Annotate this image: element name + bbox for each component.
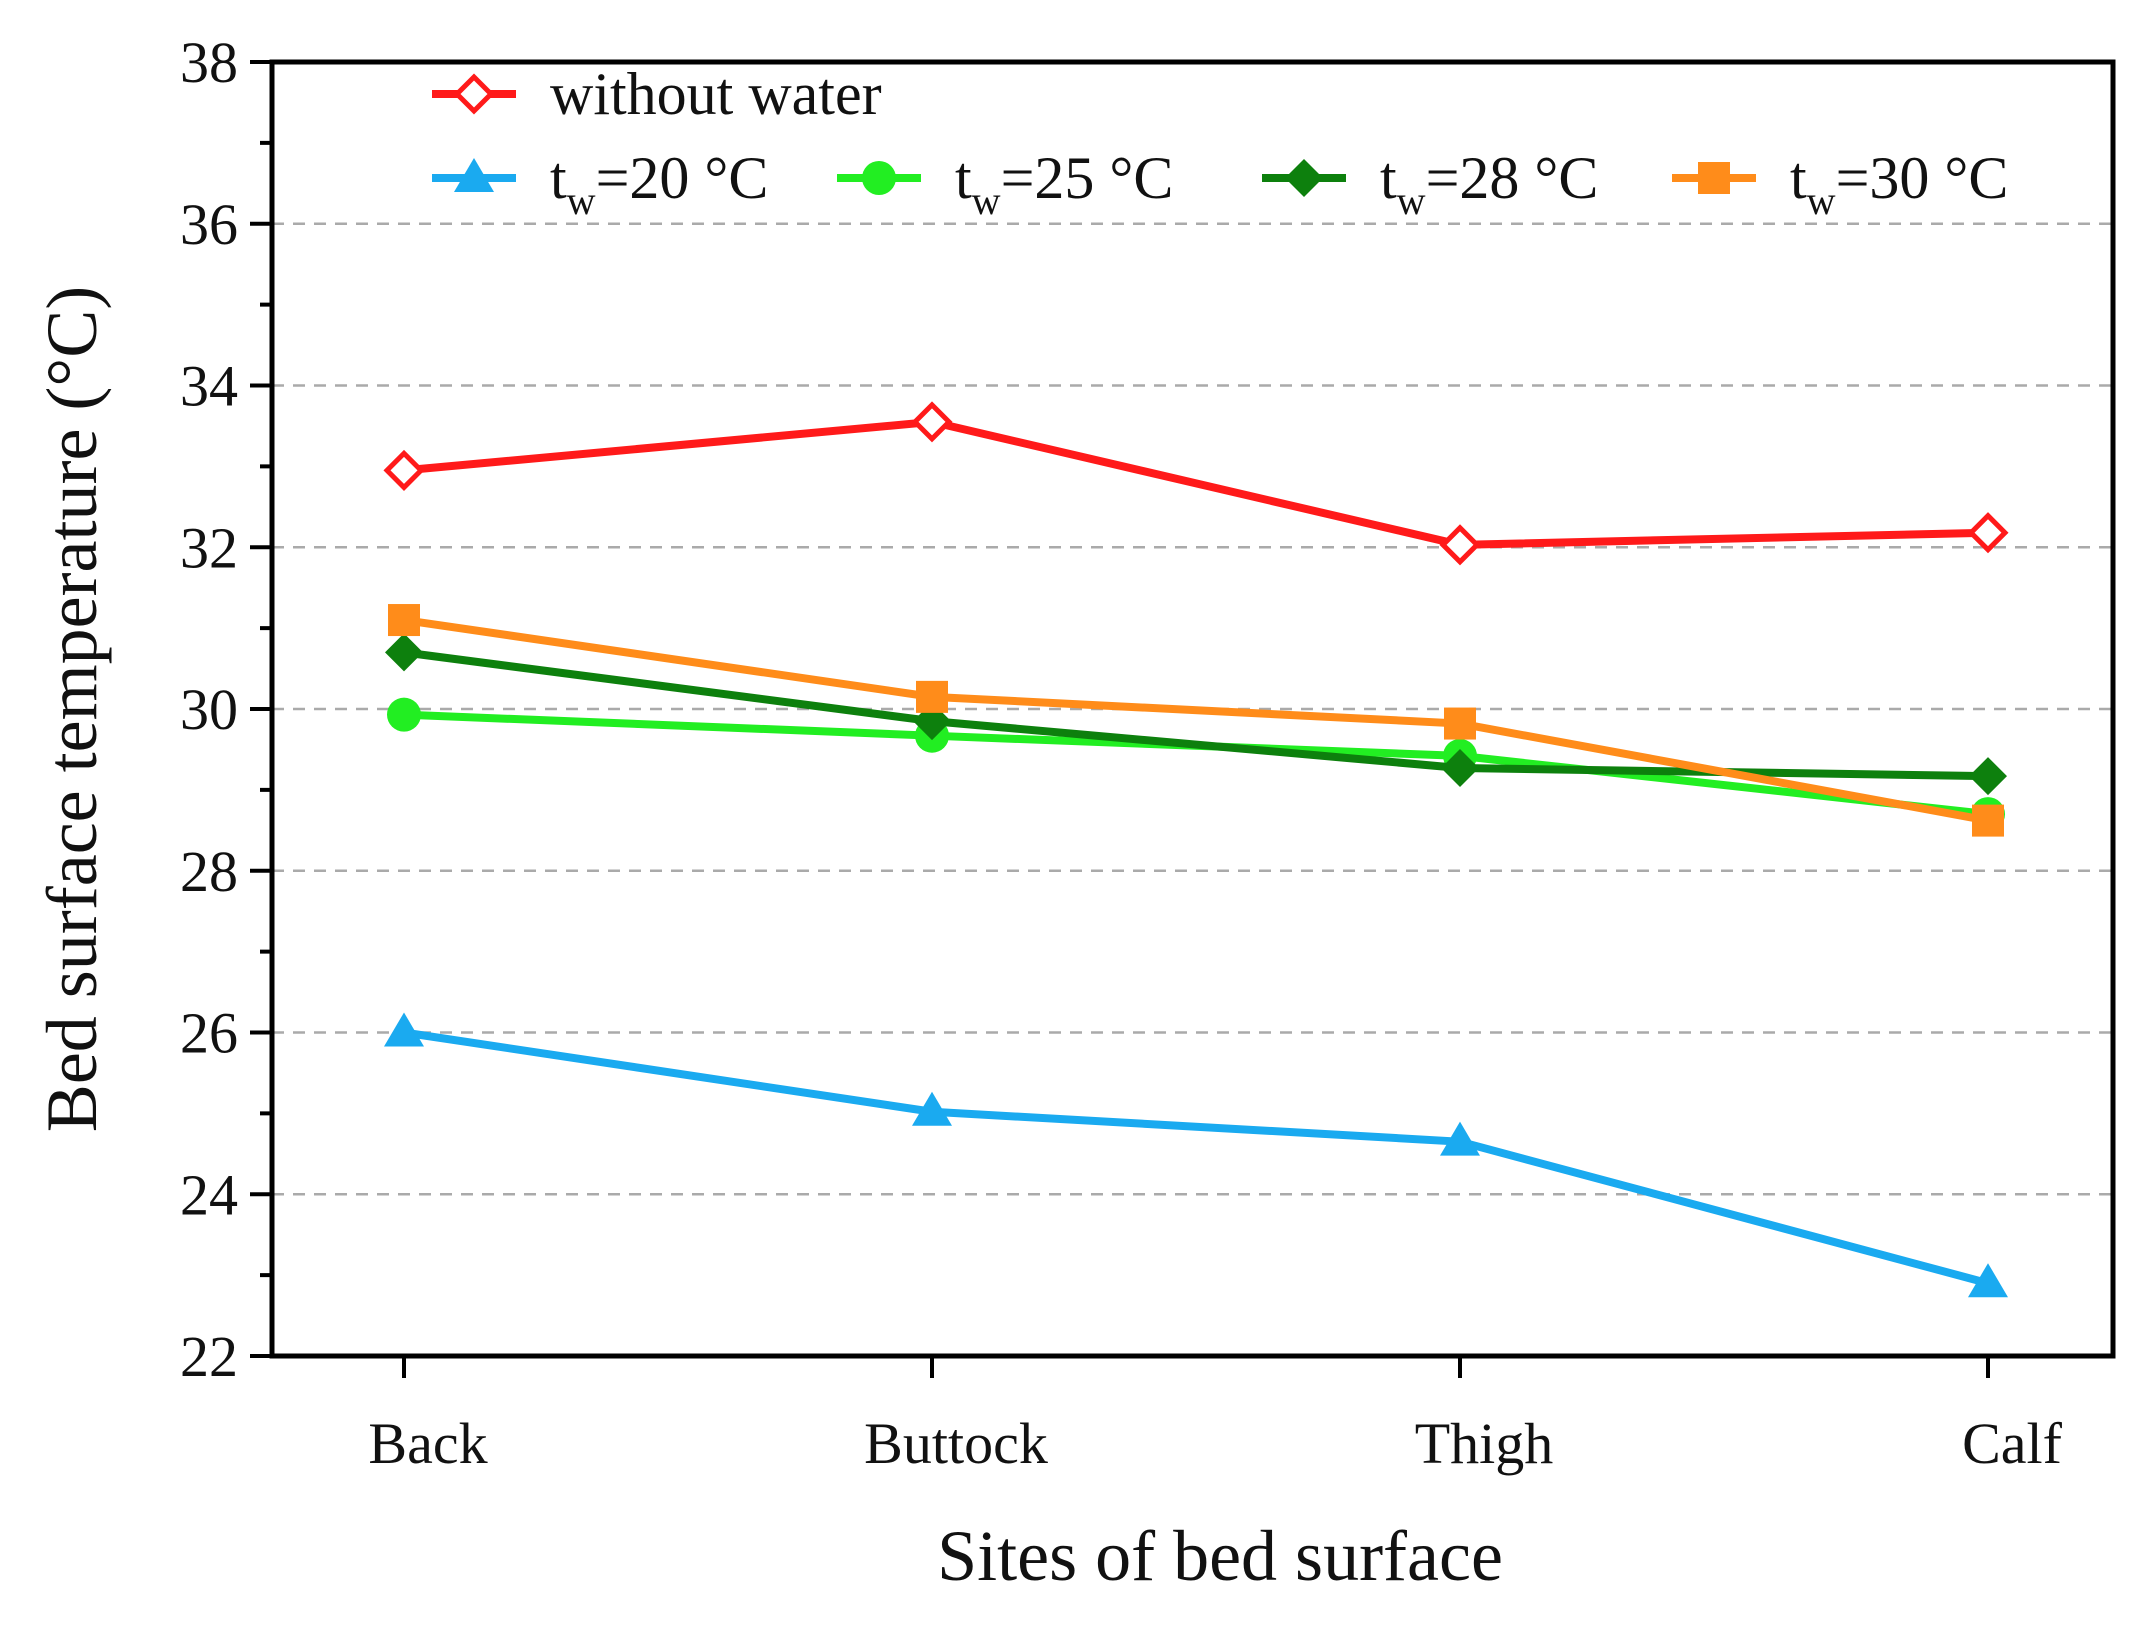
y-tick-label: 32 xyxy=(180,515,238,580)
data-point xyxy=(1440,1121,1480,1156)
series-layer xyxy=(383,401,2009,1298)
x-tick-label-calf: Calf xyxy=(1962,1411,2063,1476)
legend-label: tw=25 °C xyxy=(955,145,1173,223)
x-axis-title: Sites of bed surface xyxy=(937,1516,1503,1596)
legend-label-main: t xyxy=(1790,145,1807,211)
y-tick-label: 30 xyxy=(180,677,238,742)
legend-item-5: tw=30 °C xyxy=(1672,145,2008,223)
data-point xyxy=(1439,524,1481,566)
series-line xyxy=(403,1028,1990,1288)
x-tick-label-buttock: Buttock xyxy=(864,1411,1048,1476)
y-tick-label: 36 xyxy=(180,192,238,257)
legend-label-main: t xyxy=(955,145,972,211)
data-point xyxy=(1972,804,2004,837)
data-point xyxy=(1969,757,2007,796)
data-point xyxy=(387,697,421,732)
data-point xyxy=(1444,707,1476,740)
x-tick-label-thigh: Thigh xyxy=(1415,1411,1554,1476)
axes: 22 24 26 28 30 32 34 36 38 Back Buttock Thigh Calf xyxy=(180,30,2063,1476)
legend-label-sub: w xyxy=(972,178,1001,223)
series-line xyxy=(403,417,1989,549)
series-3 xyxy=(387,697,2005,832)
y-axis-title: Bed surface temperature (°C) xyxy=(32,286,112,1132)
legend-label: tw=28 °C xyxy=(1380,145,1598,223)
series-line xyxy=(403,616,1989,825)
y-tick-label: 38 xyxy=(180,30,238,95)
legend-marker xyxy=(1285,159,1323,197)
legend-label-main: t xyxy=(550,145,567,211)
legend-item-4: tw=28 °C xyxy=(1262,145,1598,223)
data-point xyxy=(383,449,425,491)
legend-marker xyxy=(1698,162,1730,194)
data-point xyxy=(384,1012,424,1047)
legend-label: without water xyxy=(550,61,882,127)
data-point xyxy=(1968,1263,2008,1298)
legend-label-sub: w xyxy=(567,178,596,223)
legend-item-3: tw=25 °C xyxy=(837,145,1173,223)
y-tick-label: 24 xyxy=(180,1162,238,1227)
series-2 xyxy=(384,1012,2008,1298)
data-point xyxy=(1967,512,2009,554)
legend-marker xyxy=(862,161,896,195)
data-point xyxy=(911,401,953,443)
y-tick-label: 28 xyxy=(180,839,238,904)
gridlines xyxy=(272,222,2113,1196)
legend-label-sub: w xyxy=(1807,178,1836,223)
legend-item-1: without water xyxy=(432,61,882,127)
data-point xyxy=(385,633,423,672)
series-line xyxy=(403,648,1989,781)
legend-label-tail: =30 °C xyxy=(1836,145,2009,211)
legend-label-tail: =28 °C xyxy=(1426,145,1599,211)
legend-marker xyxy=(453,73,495,115)
series-line xyxy=(403,710,1989,819)
x-tick-label-back: Back xyxy=(368,1411,487,1476)
legend-label-tail: =25 °C xyxy=(1001,145,1174,211)
data-point xyxy=(916,680,948,713)
y-tick-label: 22 xyxy=(180,1324,238,1389)
legend-label-sub: w xyxy=(1397,178,1426,223)
legend-label-tail: =20 °C xyxy=(596,145,769,211)
legend-marker xyxy=(454,158,494,192)
legend-item-2: tw=20 °C xyxy=(432,145,768,223)
data-point xyxy=(388,604,420,637)
y-tick-label: 26 xyxy=(180,1001,238,1066)
legend-label: tw=20 °C xyxy=(550,145,768,223)
series-1 xyxy=(383,401,2009,566)
legend-label-main: without water xyxy=(550,61,882,127)
data-point xyxy=(1441,749,1479,788)
series-4 xyxy=(385,633,2007,796)
data-point xyxy=(912,1091,952,1126)
legend-label: tw=30 °C xyxy=(1790,145,2008,223)
series-5 xyxy=(388,604,2004,837)
legend-label-main: t xyxy=(1380,145,1397,211)
y-tick-label: 34 xyxy=(180,354,238,419)
